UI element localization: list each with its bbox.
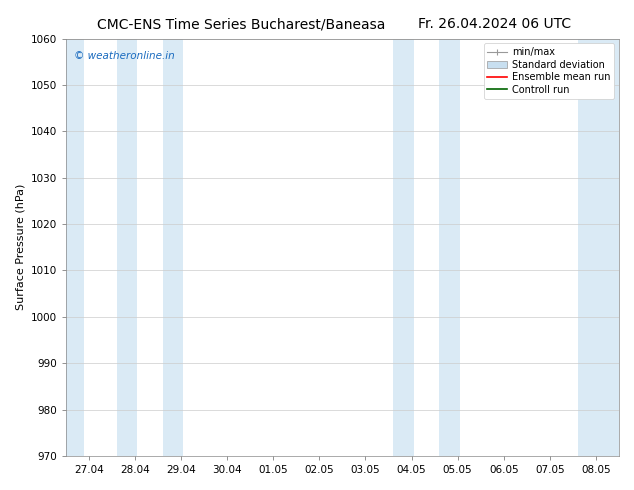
Bar (66, 39, 84, 456)
Bar (439, 39, 460, 456)
Bar (163, 39, 183, 456)
Bar (117, 39, 138, 456)
Text: © weatheronline.in: © weatheronline.in (74, 51, 175, 61)
Legend: min/max, Standard deviation, Ensemble mean run, Controll run: min/max, Standard deviation, Ensemble me… (484, 44, 614, 98)
Text: CMC-ENS Time Series Bucharest/Baneasa: CMC-ENS Time Series Bucharest/Baneasa (97, 17, 385, 31)
Bar (393, 39, 414, 456)
Text: Fr. 26.04.2024 06 UTC: Fr. 26.04.2024 06 UTC (418, 17, 571, 31)
Bar (578, 39, 619, 456)
Y-axis label: Surface Pressure (hPa): Surface Pressure (hPa) (15, 184, 25, 311)
